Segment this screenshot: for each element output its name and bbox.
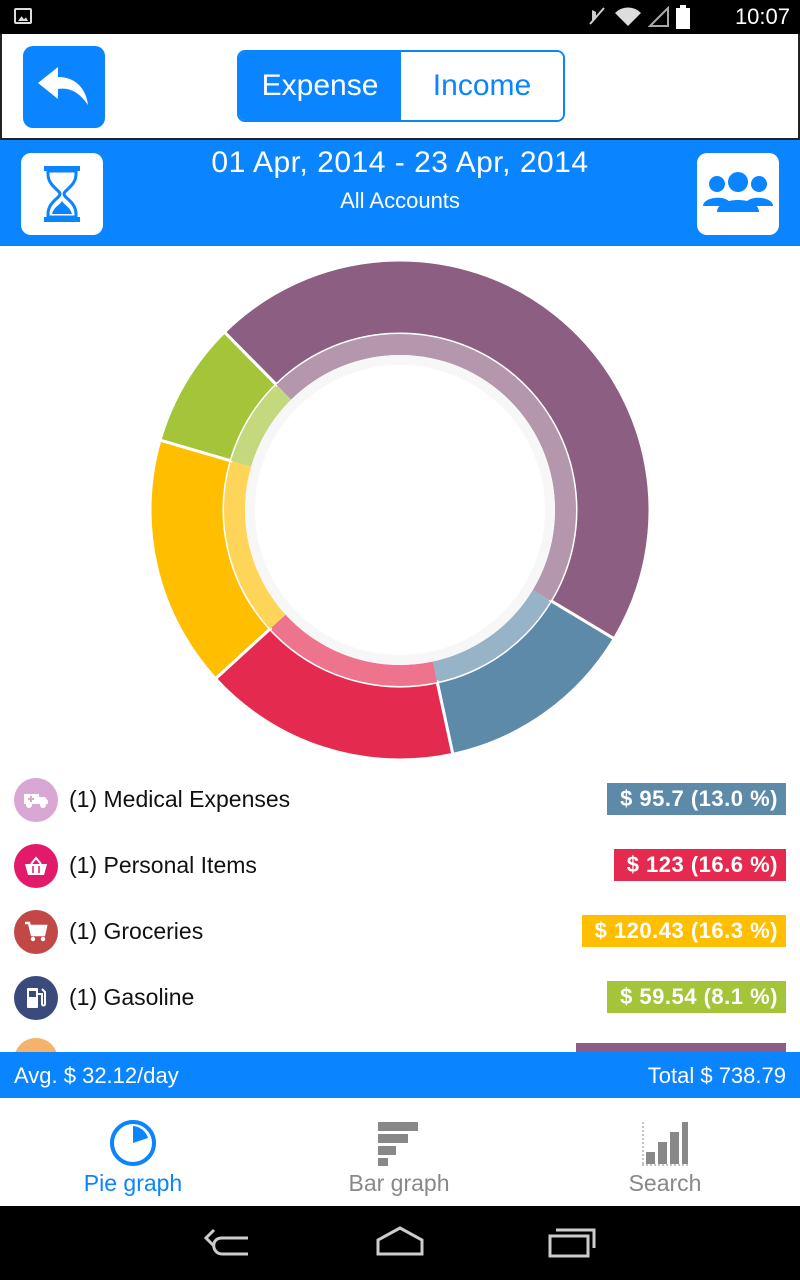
category-amount: $ 59.54 (8.1 %) xyxy=(607,981,786,1013)
category-label: (1) Medical Expenses xyxy=(69,786,291,812)
gallery-notification-icon xyxy=(14,8,32,24)
expense-income-toggle: Expense Income xyxy=(237,50,565,122)
status-bar: 10:07 xyxy=(0,0,800,34)
pie-slice-inner xyxy=(270,614,438,686)
list-item-gasoline[interactable]: (1) Gasoline $ 59.54 (8.1 %) xyxy=(0,976,800,1042)
list-item-medical[interactable]: (1) Medical Expenses $ 95.7 (13.0 %) xyxy=(0,778,800,844)
summary-bar: Avg. $ 32.12/day Total $ 738.79 xyxy=(0,1052,800,1098)
home-nav-icon[interactable] xyxy=(370,1220,430,1266)
date-range-bar: 01 Apr, 2014 - 23 Apr, 2014 All Accounts xyxy=(0,140,800,246)
signal-icon xyxy=(648,6,669,27)
recents-nav-icon[interactable] xyxy=(540,1220,600,1266)
category-amount-bar xyxy=(576,1043,786,1052)
category-amount: $ 123 (16.6 %) xyxy=(613,849,786,881)
list-item-partial[interactable] xyxy=(0,1038,800,1052)
back-nav-icon[interactable] xyxy=(200,1220,260,1266)
tab-label: Search xyxy=(628,1170,702,1196)
wifi-icon xyxy=(615,7,641,26)
category-amount: $ 95.7 (13.0 %) xyxy=(607,783,786,815)
back-button[interactable] xyxy=(23,46,105,128)
pie-chart xyxy=(0,246,800,774)
system-nav-bar xyxy=(0,1206,800,1280)
mute-icon xyxy=(589,7,605,25)
tab-expense[interactable]: Expense xyxy=(239,52,401,120)
clock: 10:07 xyxy=(734,4,790,29)
list-item-groceries[interactable]: (1) Groceries $ 120.43 (16.3 %) xyxy=(0,910,800,976)
pie-slice-inner xyxy=(276,333,577,601)
bottom-tab-bar: Pie graph Bar graph Search xyxy=(0,1098,800,1206)
cart-icon xyxy=(14,910,58,954)
basket-icon xyxy=(14,844,58,888)
pie-chart-icon xyxy=(110,1120,156,1166)
bar-chart-icon xyxy=(378,1122,418,1166)
top-toolbar: Expense Income xyxy=(0,34,800,140)
pie-slice[interactable] xyxy=(222,258,652,641)
tab-label: Pie graph xyxy=(83,1170,183,1196)
average-per-day: Avg. $ 32.12/day xyxy=(14,1063,179,1088)
total-amount: Total $ 738.79 xyxy=(647,1063,786,1088)
hourglass-icon xyxy=(44,166,80,222)
tab-label: Bar graph xyxy=(348,1170,450,1196)
category-label: (1) Personal Items xyxy=(69,852,257,878)
pie-slice-inner xyxy=(432,589,551,683)
accounts-label: All Accounts xyxy=(340,188,460,213)
list-item-personal[interactable]: (1) Personal Items $ 123 (16.6 %) xyxy=(0,844,800,910)
date-range-label: 01 Apr, 2014 - 23 Apr, 2014 xyxy=(211,146,589,179)
category-label: (1) Groceries xyxy=(69,918,204,944)
pie-slice-inner xyxy=(231,384,292,467)
donut-center xyxy=(255,365,545,655)
back-arrow-icon xyxy=(38,67,88,105)
battery-icon xyxy=(676,5,690,29)
tab-pie-graph[interactable]: Pie graph xyxy=(0,1098,266,1206)
category-icon xyxy=(14,1038,58,1052)
column-chart-icon xyxy=(642,1122,688,1166)
category-amount: $ 120.43 (16.3 %) xyxy=(581,915,786,947)
people-icon xyxy=(703,172,773,212)
date-range-button[interactable] xyxy=(21,153,103,235)
pie-slice-inner xyxy=(223,460,286,629)
accounts-button[interactable] xyxy=(697,153,779,235)
tab-search[interactable]: Search xyxy=(532,1098,798,1206)
tab-income[interactable]: Income xyxy=(401,52,563,120)
ambulance-icon xyxy=(14,778,58,822)
category-list: (1) Medical Expenses $ 95.7 (13.0 %) (1)… xyxy=(0,774,800,1052)
status-icons xyxy=(586,5,690,29)
gas-pump-icon xyxy=(14,976,58,1020)
category-label: (1) Gasoline xyxy=(69,984,195,1010)
donut-chart-svg xyxy=(148,258,652,762)
tab-bar-graph[interactable]: Bar graph xyxy=(266,1098,532,1206)
